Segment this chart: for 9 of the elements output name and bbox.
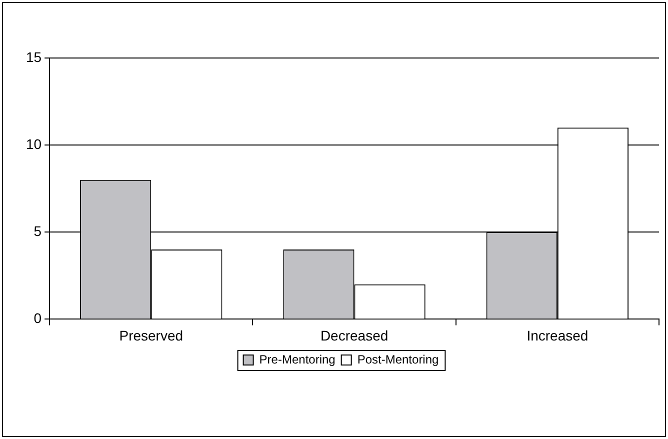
legend-label: Pre-Mentoring bbox=[259, 352, 336, 366]
text: Post-Mentoring bbox=[357, 352, 439, 366]
x-tick-label: Decreased bbox=[320, 327, 388, 344]
y-tick-label: 0 bbox=[34, 310, 42, 326]
y-tick-label: 5 bbox=[34, 222, 42, 239]
y-tick-label: 15 bbox=[26, 48, 42, 65]
x-tick-label: Preserved bbox=[119, 327, 184, 344]
y-tick-label: 10 bbox=[26, 136, 42, 152]
x-tick-label: Increased bbox=[526, 327, 588, 344]
